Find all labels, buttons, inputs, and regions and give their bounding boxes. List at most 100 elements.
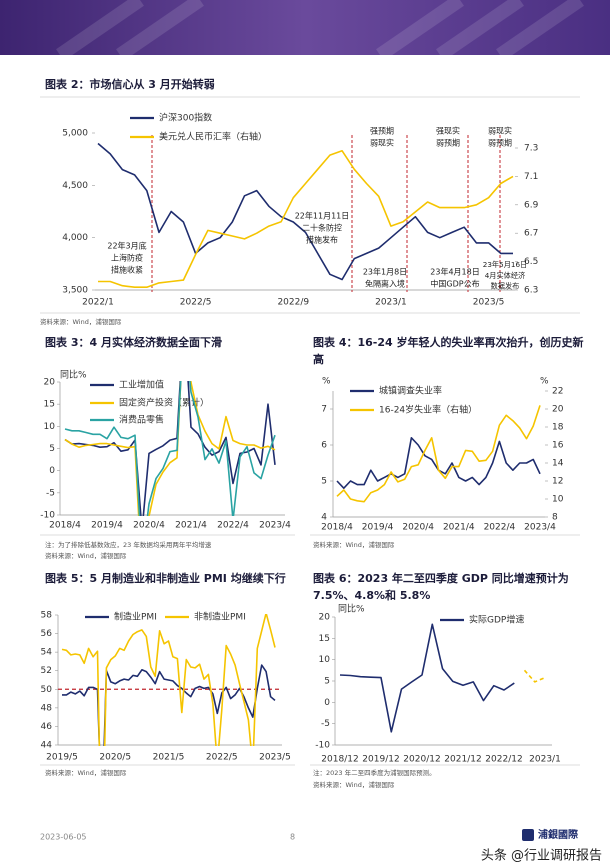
chart: 3,500 4,000 4,500 5,000 6.3 6.5 6.7 6.9 7.1 7.3 20…: [40, 112, 539, 327]
footer-date: 2023-06-05: [40, 833, 87, 842]
annotation: 22年3月底: [107, 241, 146, 251]
annotation: 措施发布: [306, 235, 338, 245]
note: 注：为了排除低基数效应，23 年数据均采用两年平均增速: [45, 540, 212, 549]
chart: -10 -5 0 5 10 15 20 同比% 2018/12 2019/12 2020/12 202…: [313, 603, 561, 790]
legend-label: 制造业PMI: [114, 611, 157, 623]
x-tick-label: 2022/1: [82, 298, 114, 308]
y-tick-label: 7: [321, 405, 327, 415]
y2-axis-label: %: [540, 377, 549, 387]
page-number: 8: [290, 833, 295, 842]
legend-label: 沪深300指数: [159, 112, 212, 124]
x-tick-label: 2019/5: [46, 753, 78, 763]
x-tick-label: 2019/4: [91, 521, 123, 531]
x-tick-label: 2020/5: [99, 753, 131, 763]
y-tick-label: 15: [44, 400, 55, 410]
y-tick-label: 48: [41, 703, 53, 713]
logo: 浦銀國際: [538, 828, 578, 841]
x-tick-label: 2022/12: [485, 755, 522, 765]
series-line: [61, 614, 276, 746]
legend-label: 工业增加值: [119, 379, 164, 391]
series-line: [336, 405, 541, 503]
source: 资料来源：Wind，浦银国际: [40, 317, 122, 326]
y2-tick-label: 22: [552, 387, 563, 397]
annotation: 弱预期: [488, 138, 512, 148]
chart: 44 46 48 50 52 54 56 58 2019/5 2020/5 2021/5 2022/5…: [41, 611, 291, 778]
banner-pattern: [56, 0, 584, 61]
legend-label: 16-24岁失业率（右轴）: [379, 404, 477, 416]
note: 资料来源：Wind，浦银国际: [45, 551, 127, 560]
y-tick-label: 56: [41, 629, 53, 639]
x-tick-label: 2021/12: [444, 755, 481, 765]
y2-tick-label: 6.9: [524, 200, 539, 210]
y2-tick-label: 6.5: [524, 257, 538, 267]
y-tick-label: 4,500: [62, 181, 88, 191]
y-tick-label: -5: [321, 719, 330, 729]
watermark: 头条 @行业调研报告: [481, 848, 602, 864]
annotation: 措施收紧: [111, 265, 143, 275]
y-tick-label: 58: [41, 611, 53, 621]
y-tick-label: 0: [324, 698, 330, 708]
annotation: 22年11月11日: [295, 211, 350, 221]
series-line: [97, 142, 513, 281]
series-line: [523, 669, 546, 683]
y-tick-label: -10: [315, 741, 330, 751]
annotation: 强现实: [436, 126, 460, 136]
y2-tick-label: 10: [552, 495, 564, 505]
y-tick-label: 15: [319, 634, 330, 644]
x-tick-label: 2023/5: [259, 753, 291, 763]
y2-tick-label: 18: [552, 423, 564, 433]
y-tick-label: 10: [319, 655, 331, 665]
annotation: 上海防疫: [111, 253, 143, 263]
annotation: 23年4月18日: [430, 267, 479, 277]
y-tick-label: 5: [324, 677, 330, 687]
x-tick-label: 2022/5: [206, 753, 238, 763]
legend-label: 美元兑人民币汇率（右轴）: [159, 131, 267, 143]
note: 资料来源：Wind，浦银国际: [313, 780, 395, 789]
annotation: 4月实体经济: [485, 271, 526, 280]
y-tick-label: 50: [41, 685, 53, 695]
series-line: [64, 381, 276, 516]
y-tick-label: 20: [44, 378, 56, 388]
legend-label: 固定资产投资（累计）: [119, 397, 209, 409]
y2-tick-label: 20: [552, 405, 564, 415]
y2-tick-label: 7.3: [524, 144, 538, 154]
series-line: [336, 437, 541, 489]
annotation: 中国GDP公布: [430, 279, 479, 289]
y-tick-label: -5: [46, 488, 55, 498]
x-tick-label: 2023/4: [524, 523, 556, 533]
figure-title: 图表 2：市场信心从 3 月开始转弱: [45, 78, 215, 91]
x-tick-label: 2020/4: [402, 523, 434, 533]
x-tick-label: 2022/5: [180, 298, 212, 308]
note: 资料来源：Wind，浦银国际: [45, 768, 127, 777]
y-axis-label: 同比%: [60, 369, 87, 381]
y-tick-label: 5,000: [62, 129, 88, 139]
chart: -10 -5 0 5 10 15 20 同比% 2018/4 2019/4 2020/4 2021/4…: [40, 369, 291, 561]
figure-title: 图表 5：5 月制造业和非制造业 PMI 均继续下行: [45, 572, 286, 585]
y2-tick-label: 6.3: [524, 286, 538, 296]
note: 注：2023 年二至四季度为浦银国际预测。: [313, 768, 436, 777]
x-tick-label: 2022/4: [217, 521, 249, 531]
series-line: [64, 381, 276, 516]
legend-label: 消费品零售: [119, 414, 164, 426]
y-tick-label: 6: [321, 441, 327, 451]
legend-label: 非制造业PMI: [194, 611, 246, 623]
y2-tick-label: 6.7: [524, 229, 538, 239]
y2-tick-label: 12: [552, 477, 563, 487]
y-tick-label: 44: [41, 741, 53, 751]
legend-label: 城镇调查失业率: [379, 385, 442, 397]
y-axis-label: %: [322, 377, 331, 387]
y-tick-label: 46: [41, 722, 53, 732]
x-tick-label: 2023/1: [529, 755, 561, 765]
figure-title: 图表 6：2023 年二至四季度 GDP 同比增速预计为 7.5%、4.8%和 …: [313, 572, 569, 602]
y-tick-label: 20: [319, 613, 331, 623]
x-tick-label: 2023/1: [375, 298, 407, 308]
y2-tick-label: 14: [552, 459, 564, 469]
x-tick-label: 2018/4: [321, 523, 353, 533]
y-tick-label: 5: [49, 444, 55, 454]
x-tick-label: 2020/4: [133, 521, 165, 531]
annotation: 23年5月16日: [483, 260, 527, 269]
x-tick-label: 2018/4: [49, 521, 81, 531]
banner: [0, 0, 610, 55]
y2-tick-label: 8: [552, 513, 558, 523]
